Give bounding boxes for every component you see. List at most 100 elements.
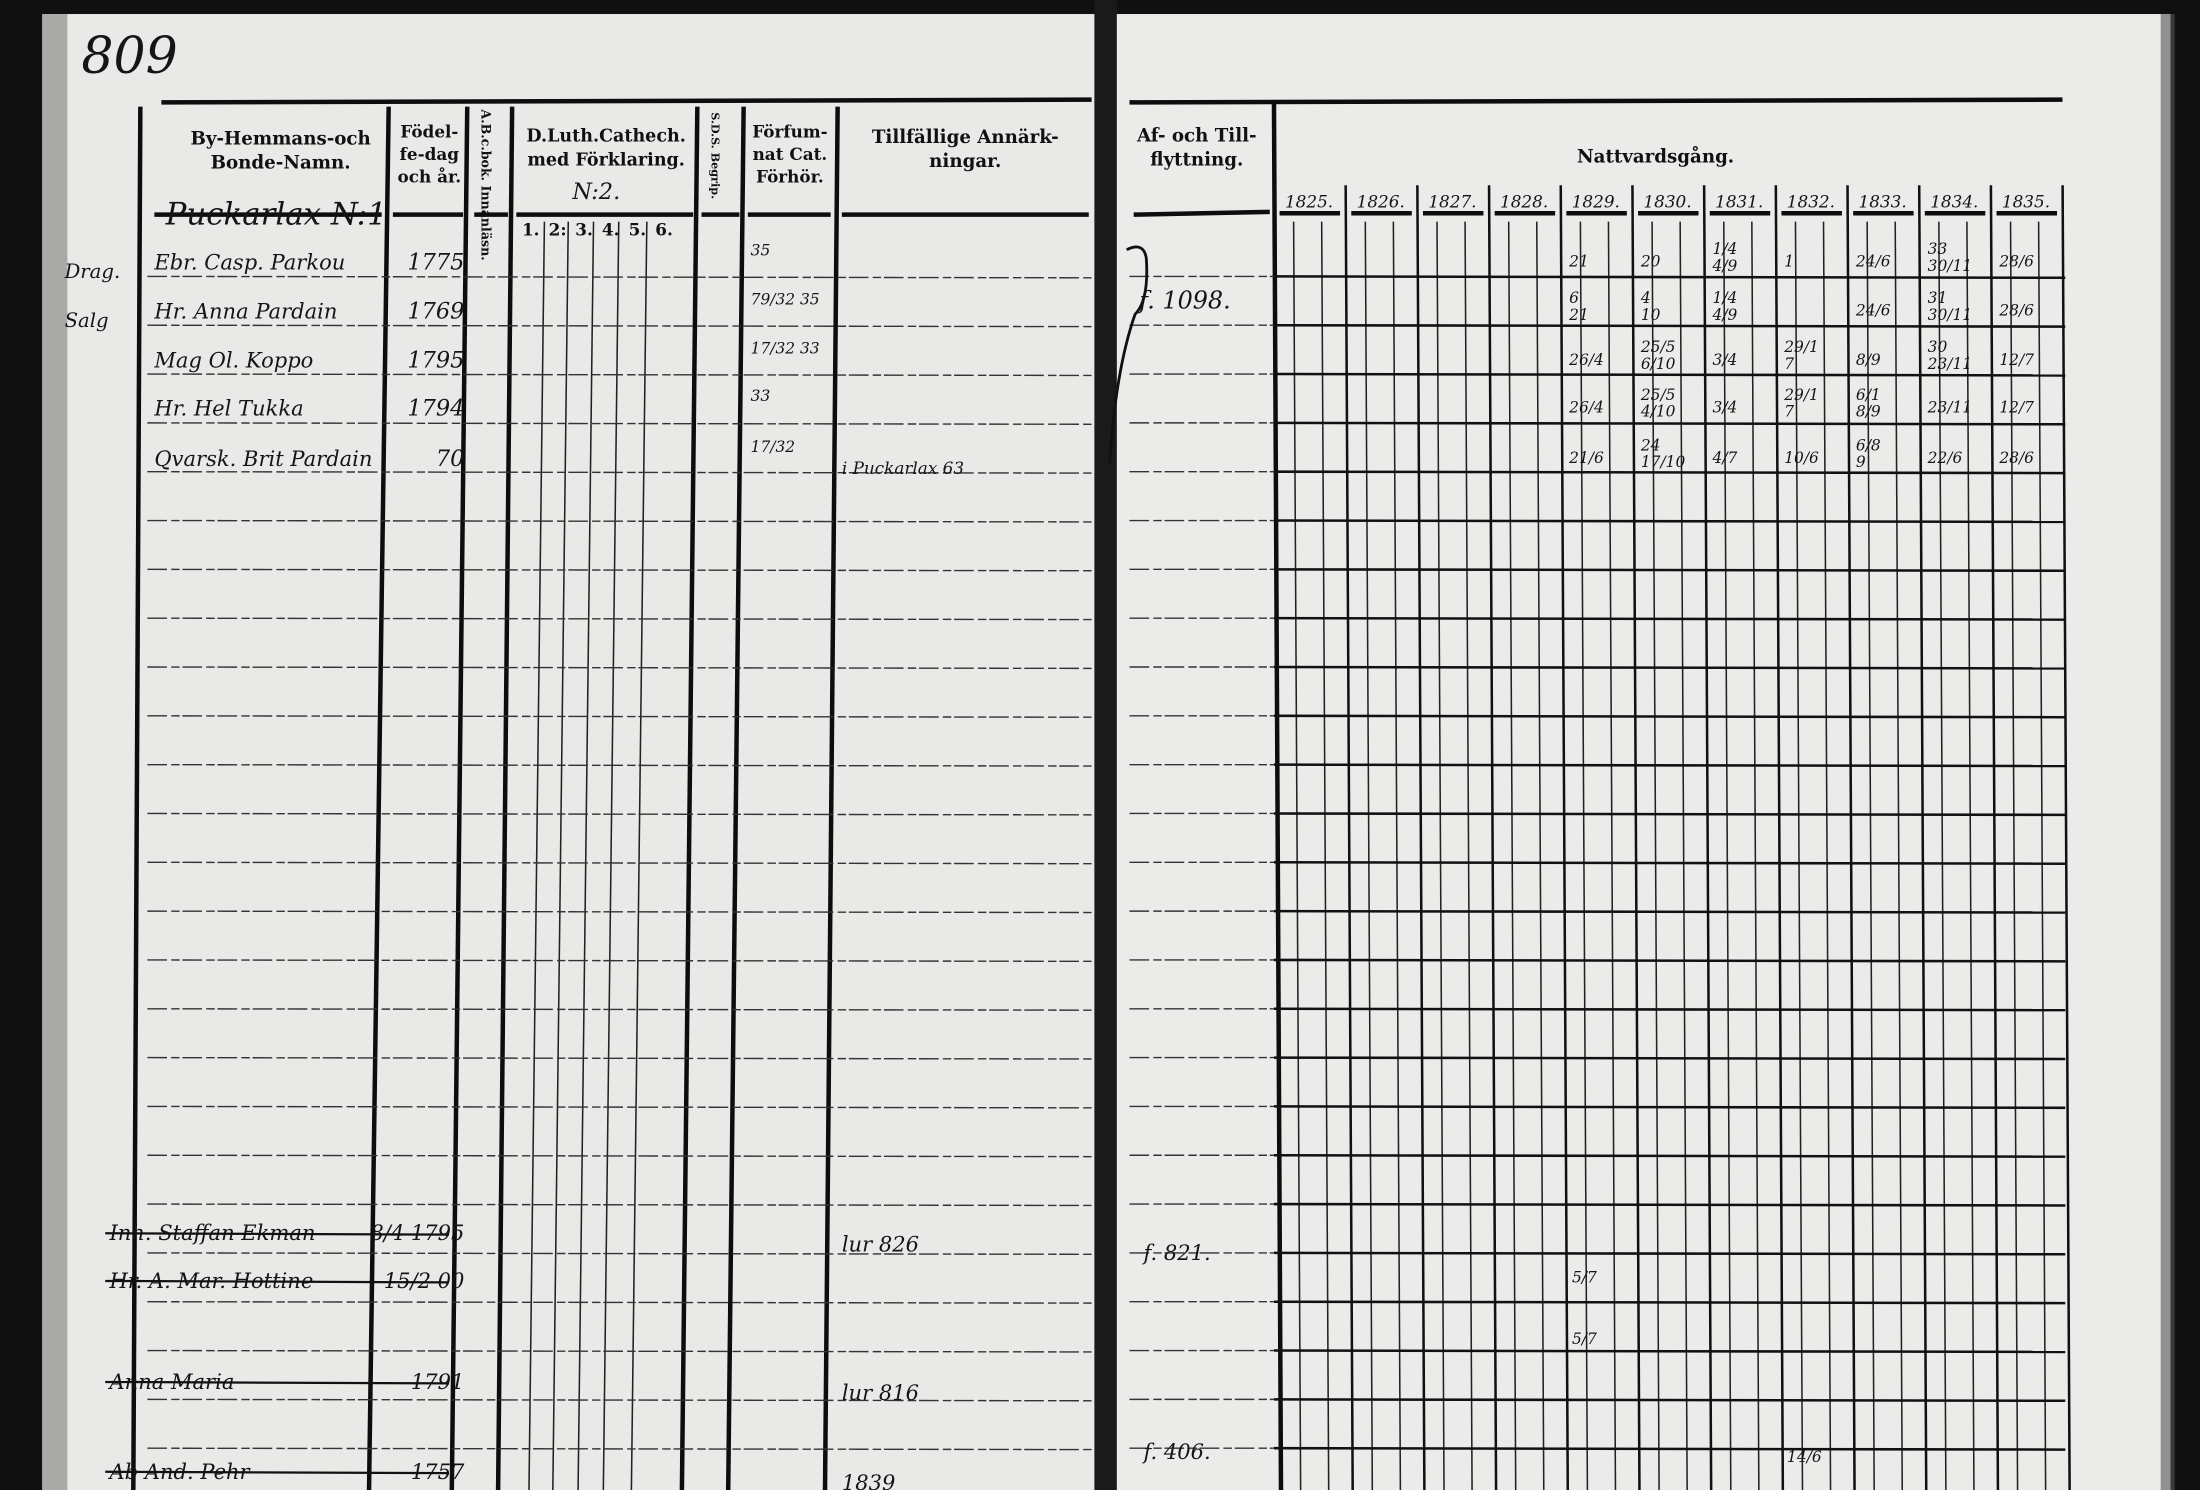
header-catechism-1: D.Luth.Cathech. <box>526 127 685 147</box>
communion-date-part: 26/4 <box>1568 398 1604 416</box>
ruled-lines <box>131 97 2071 1490</box>
birth-year: 1775 <box>407 249 464 275</box>
column-rule <box>1271 103 1284 1490</box>
communion-date-part: 8/9 <box>1856 403 1881 421</box>
header-name-col-1: By-Hemmans-och <box>190 129 370 150</box>
strike-through <box>105 1279 450 1284</box>
subcolumn-rule <box>630 221 648 1490</box>
communion-row-rule <box>1273 519 2066 524</box>
year-subcolumn-rule <box>1579 221 1589 1490</box>
row-rule <box>147 568 1092 572</box>
communion-date: 26/4 <box>1568 351 1604 369</box>
communion-date: 28/6 <box>1998 302 2034 320</box>
communion-date-part: 31 <box>1928 289 1948 307</box>
communion-date-part: 1/4 <box>1713 289 1738 307</box>
strike-through <box>105 1232 450 1236</box>
move-note: f. 406. <box>1141 1439 1210 1464</box>
communion-date: 29/1 7 <box>1783 386 1819 421</box>
remark: lur 816 <box>842 1380 919 1405</box>
communion-row-rule <box>1273 1056 2066 1061</box>
person-row: Qvarsk. Brit Pardain 70 17/32 i Puckarlax 6… <box>154 438 964 478</box>
person-row-lower: Inh. Staffan Ekman 8/4 1795 lur 826 <box>105 1220 919 1256</box>
communion-date-part: 30/11 <box>1928 257 1972 275</box>
header-communion: Nattvardsgång. <box>1577 145 1734 168</box>
year-column-rule <box>1702 185 1713 1490</box>
row-rule <box>147 1008 1092 1011</box>
left-page <box>42 14 1098 1490</box>
row-rule <box>147 715 1092 718</box>
year-subcolumn-rule <box>1364 221 1374 1490</box>
row-rule <box>147 1301 1092 1304</box>
catechism-hearing: 35 <box>751 241 771 259</box>
year-subcolumn-rule <box>1751 221 1760 1490</box>
catechism-hearing: 79/32 35 <box>751 290 820 308</box>
row-rule <box>147 1154 1092 1158</box>
book-spine <box>1094 0 1117 1490</box>
header-remarks-1: Tillfällige Annärk- <box>872 127 1059 148</box>
year-header: 1829. <box>1572 192 1620 212</box>
communion-date-part: 28/6 <box>1998 253 2034 271</box>
margin-note: Drag. <box>64 260 121 283</box>
communion-row-rule <box>1273 1349 2066 1354</box>
move-note: f. 1098. <box>1137 287 1230 315</box>
communion-row-rule <box>1273 372 2066 377</box>
communion-date-part: 24/6 <box>1855 302 1891 320</box>
row-rule <box>147 1252 1092 1255</box>
year-subcolumn-rule <box>1866 221 1875 1490</box>
year-subcolumn-rule <box>1822 221 1832 1490</box>
communion-date-part: 6/8 <box>1856 436 1881 454</box>
communion-date-part: 29/1 <box>1783 338 1819 356</box>
year-subcolumn-rule <box>1894 221 1904 1490</box>
column-rule <box>725 106 746 1490</box>
communion-date-part: 28/6 <box>1998 302 2034 320</box>
communion-date: 5/7 <box>1572 1268 1597 1286</box>
communion-date: 29/1 7 <box>1783 338 1819 373</box>
communion-date-part: 4 <box>1640 289 1651 307</box>
year-header: 1832. <box>1787 192 1835 212</box>
row-rule <box>147 1105 1092 1109</box>
header-name-col-2: Bonde-Namn. <box>211 152 351 173</box>
communion-date: 1/4 4/9 <box>1712 240 1738 275</box>
right-page-header: Af- och Till- flyttning. Nattvardsgång. … <box>1136 126 2050 212</box>
communion-date: 33 30/11 <box>1928 240 1972 275</box>
communion-row-rule <box>1273 616 2066 621</box>
communion-date-part: 21 <box>1568 253 1589 271</box>
communion-date-part: 30 <box>1928 338 1948 356</box>
communion-date: 4 10 <box>1640 289 1661 324</box>
communion-date: 21/6 <box>1568 449 1604 467</box>
communion-date: 3/4 <box>1713 351 1738 369</box>
communion-row-rule <box>1273 421 2066 426</box>
header-moves-2: flyttning. <box>1150 150 1243 171</box>
communion-date: 24/6 <box>1855 253 1891 271</box>
year-header: 1825. <box>1285 192 1333 212</box>
communion-date: 28/6 <box>1998 253 2034 271</box>
top-rule <box>1129 97 2063 105</box>
row-rule <box>147 861 1092 865</box>
communion-date: 24 17/10 <box>1640 436 1686 471</box>
person-name: Ebr. Casp. Parkou <box>153 249 345 274</box>
year-column-rule <box>1416 185 1426 1490</box>
row-rule <box>147 812 1092 816</box>
column-rule <box>131 106 143 1490</box>
year-subcolumn-rule <box>1607 221 1617 1490</box>
year-subcolumn-rule <box>1794 221 1804 1490</box>
right-page-edge <box>2160 14 2175 1490</box>
top-rule <box>161 97 1092 105</box>
year-column-rule <box>1487 185 1498 1490</box>
catechism-subcolumns: 1. 2: 3. 4. 5. 6. <box>522 220 673 240</box>
communion-date: 6/1 8/9 <box>1856 386 1881 421</box>
communion-date-part: 8/9 <box>1856 351 1881 369</box>
communion-date-part: 10 <box>1641 306 1661 324</box>
communion-date: 24/6 <box>1855 302 1891 320</box>
year-column-rule <box>1917 185 1928 1490</box>
row-rule <box>147 617 1092 621</box>
communion-row-rule <box>1273 275 2066 280</box>
communion-date: 20 <box>1640 253 1661 271</box>
person-row: Salg Hr. Anna Pardain 1769 79/32 35 <box>65 290 820 331</box>
birth-year: 1795 <box>407 348 464 374</box>
communion-row-rule <box>1273 1446 2066 1451</box>
communion-date: 31 30/11 <box>1928 289 1972 324</box>
communion-row-rule <box>1273 323 2066 328</box>
communion-row-rule <box>1273 1300 2066 1305</box>
column-rule <box>822 106 840 1490</box>
